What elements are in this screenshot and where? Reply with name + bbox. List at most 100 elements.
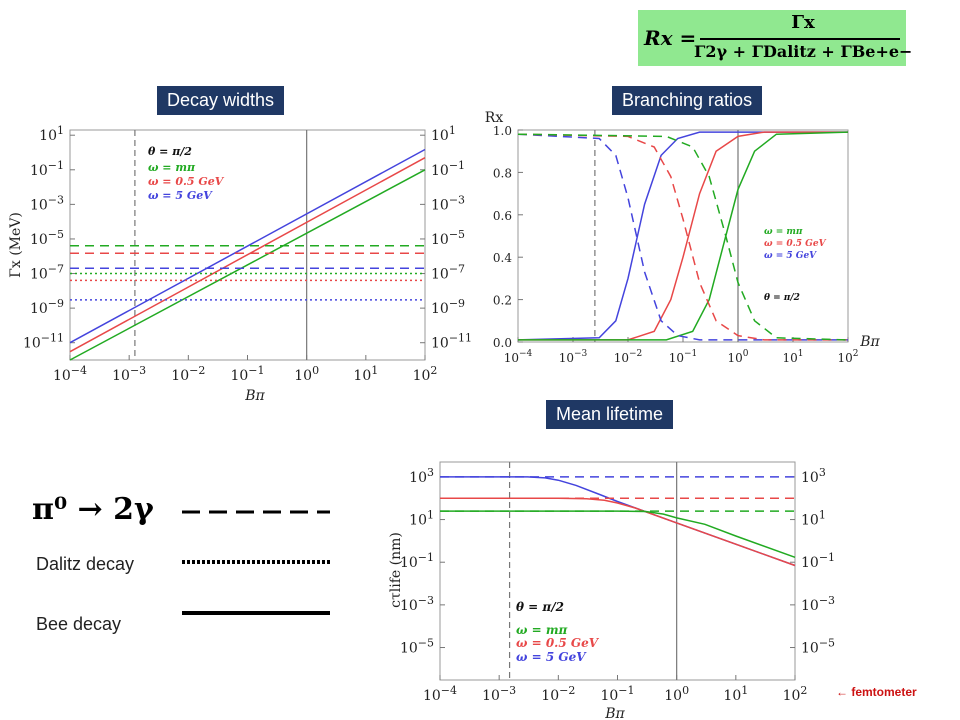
branching-ratios-chart: 10−4 10−3 10−2 10−1 100 101 102 0.0 0.2 0.4 0.6 0.8… bbox=[485, 110, 881, 365]
legend-bee-label: Bee decay bbox=[36, 614, 122, 634]
annotation-text: θ = π/2 bbox=[516, 600, 564, 614]
x-tick-label: 100 bbox=[664, 684, 689, 704]
y-tick-label: 101 bbox=[39, 124, 64, 144]
series-line bbox=[69, 169, 426, 361]
series-line bbox=[69, 148, 426, 344]
x-tick-label: 10−3 bbox=[112, 364, 146, 384]
y-tick-label: 0.0 bbox=[493, 336, 512, 350]
y-tick-label: 0.6 bbox=[493, 209, 512, 223]
x-tick-label: 100 bbox=[294, 364, 319, 384]
legend-dalitz-label: Dalitz decay bbox=[36, 554, 135, 574]
x-tick-label: 10−2 bbox=[614, 349, 643, 365]
y-tick-label: 10−1 bbox=[30, 159, 64, 179]
legend-solid-line bbox=[182, 611, 330, 615]
y-tick-label: 10−5 bbox=[30, 228, 64, 248]
y-tick-label-right: 101 bbox=[801, 509, 826, 529]
series-line bbox=[518, 131, 848, 341]
x-axis-label: Bπ bbox=[604, 706, 625, 720]
y-tick-label: 10−3 bbox=[30, 193, 64, 213]
x-tick-label: 100 bbox=[727, 349, 748, 365]
annotation-text: ω = mπ bbox=[516, 623, 568, 637]
x-tick-label: 10−4 bbox=[504, 349, 533, 365]
formula-denominator: Γ2γ + ΓDalitz + ΓBe+e− bbox=[694, 42, 913, 61]
annotation-text: ω = 0.5 GeV bbox=[148, 175, 225, 188]
plot-frame bbox=[439, 461, 796, 681]
annotation-text: ω = 5 GeV bbox=[148, 189, 213, 202]
series-line bbox=[517, 133, 848, 341]
y-tick-label-right: 10−11 bbox=[431, 332, 472, 352]
formula-lhs: Rx = bbox=[644, 26, 697, 50]
x-tick-label: 101 bbox=[782, 349, 803, 365]
y-tick-label-right: 10−5 bbox=[431, 228, 465, 248]
formula-box: Rx = Γx Γ2γ + ΓDalitz + ΓBe+e− bbox=[638, 10, 913, 66]
annotation-text: ω = mπ bbox=[148, 161, 196, 174]
formula-numerator: Γx bbox=[791, 12, 815, 33]
x-tick-label: 10−2 bbox=[541, 684, 575, 704]
y-axis-label: cτlife (nm) bbox=[388, 532, 404, 608]
annotation-text: ω = 5 GeV bbox=[764, 251, 817, 261]
title-mean-lifetime: Mean lifetime bbox=[546, 400, 674, 429]
legend-dotted-line bbox=[182, 560, 330, 564]
series-line bbox=[517, 131, 848, 341]
annotation-text: ω = 0.5 GeV bbox=[516, 636, 600, 650]
y-tick-label: 10−5 bbox=[400, 637, 434, 657]
y-tick-label-right: 10−1 bbox=[801, 551, 835, 571]
series-line bbox=[440, 476, 796, 567]
y-tick-label: 10−3 bbox=[400, 594, 434, 614]
x-tick-label: 101 bbox=[723, 684, 748, 704]
series-line bbox=[440, 510, 796, 559]
decay-widths-chart: 10−4 10−3 10−2 10−1 100 101 102 10−11 10−11 10−9 1… bbox=[8, 124, 472, 404]
title-decay-widths: Decay widths bbox=[157, 86, 285, 115]
x-axis-label: Bπ bbox=[244, 388, 265, 404]
x-tick-label: 10−4 bbox=[423, 684, 457, 704]
y-tick-label: 1.0 bbox=[493, 124, 512, 138]
x-tick-label: 10−1 bbox=[600, 684, 634, 704]
y-tick-label-right: 103 bbox=[801, 466, 826, 486]
y-tick-label: 101 bbox=[409, 509, 434, 529]
x-tick-label: 102 bbox=[837, 349, 858, 365]
y-tick-label: 10−9 bbox=[30, 297, 64, 317]
series-line bbox=[69, 157, 426, 353]
legend-dashed-line bbox=[182, 510, 330, 514]
y-tick-label-right: 10−1 bbox=[431, 159, 465, 179]
y-tick-label-right: 101 bbox=[431, 124, 456, 144]
x-tick-label: 101 bbox=[353, 364, 378, 384]
femtometer-note: ← femtometer bbox=[836, 685, 917, 699]
x-axis-label: Bπ bbox=[859, 334, 880, 350]
series-line bbox=[517, 133, 848, 341]
x-tick-label: 102 bbox=[413, 364, 438, 384]
x-tick-label: 10−4 bbox=[53, 364, 87, 384]
x-tick-label: 10−1 bbox=[669, 349, 698, 365]
title-branching-ratios: Branching ratios bbox=[612, 86, 763, 115]
series-line bbox=[517, 133, 849, 341]
annotation-text: ω = 0.5 GeV bbox=[764, 239, 827, 249]
y-axis-label: Rx bbox=[485, 110, 504, 126]
y-tick-label: 103 bbox=[409, 466, 434, 486]
y-tick-label-right: 10−5 bbox=[801, 637, 835, 657]
x-tick-label: 10−1 bbox=[230, 364, 264, 384]
y-tick-label-right: 10−3 bbox=[801, 594, 835, 614]
mean-lifetime-chart: 10−4 10−3 10−2 10−1 100 101 102 10−5 10−5 10−3 10−… bbox=[388, 461, 835, 720]
y-tick-label: 10−11 bbox=[23, 332, 64, 352]
annotation-text: ω = mπ bbox=[764, 227, 803, 237]
series-line bbox=[440, 497, 796, 567]
y-tick-label: 0.2 bbox=[493, 294, 512, 308]
plot-frame bbox=[69, 129, 426, 361]
formula-fraction-bar bbox=[700, 38, 900, 40]
y-tick-label: 0.4 bbox=[493, 251, 512, 265]
annotation-text: ω = 5 GeV bbox=[516, 650, 587, 664]
annotation-text: θ = π/2 bbox=[764, 293, 800, 303]
x-tick-label: 10−2 bbox=[171, 364, 205, 384]
y-tick-label: 10−7 bbox=[30, 263, 64, 283]
y-tick-label: 10−1 bbox=[400, 551, 434, 571]
annotation-text: θ = π/2 bbox=[148, 145, 192, 158]
x-tick-label: 102 bbox=[783, 684, 808, 704]
y-tick-label-right: 10−9 bbox=[431, 297, 465, 317]
legend-pi0-label: π⁰ → 2γ bbox=[32, 492, 154, 527]
y-axis-label: Γx (MeV) bbox=[8, 212, 24, 278]
y-tick-label: 0.8 bbox=[493, 166, 512, 180]
x-tick-label: 10−3 bbox=[482, 684, 516, 704]
x-tick-label: 10−3 bbox=[559, 349, 588, 365]
y-tick-label-right: 10−7 bbox=[431, 263, 465, 283]
y-tick-label-right: 10−3 bbox=[431, 193, 465, 213]
